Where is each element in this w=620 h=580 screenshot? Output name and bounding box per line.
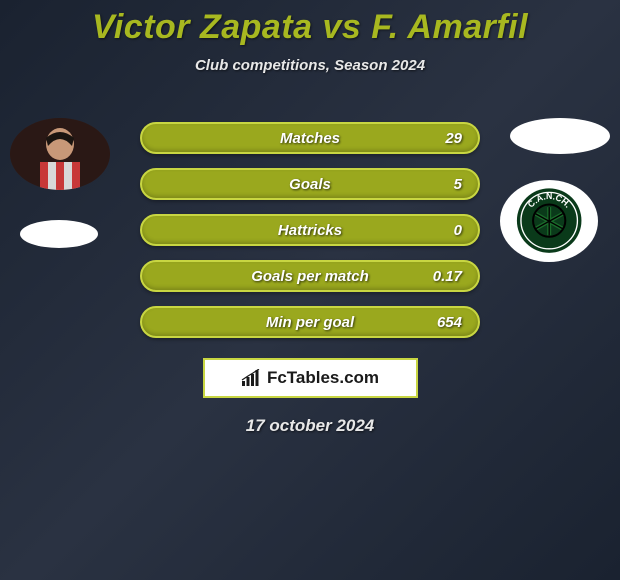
date-text: 17 october 2024: [0, 416, 620, 436]
stat-value: 0.17: [433, 268, 462, 285]
subtitle: Club competitions, Season 2024: [0, 57, 620, 74]
stat-row: Goals per match 0.17: [140, 260, 480, 292]
club-crest-icon: C.A.N.CH.: [509, 187, 589, 254]
stat-label: Goals: [289, 176, 331, 193]
page-title: Victor Zapata vs F. Amarfil: [0, 0, 620, 47]
brand-text: FcTables.com: [267, 368, 379, 388]
stat-label: Min per goal: [266, 314, 354, 331]
stat-row: Goals 5: [140, 168, 480, 200]
stat-value: 0: [454, 222, 462, 239]
club-badge: C.A.N.CH.: [500, 180, 598, 262]
player-left-container: [10, 118, 110, 248]
player-left-avatar: [10, 118, 110, 190]
player-right-container: [510, 118, 610, 154]
stat-label: Hattricks: [278, 222, 342, 239]
brand-box[interactable]: FcTables.com: [203, 358, 418, 398]
stat-value: 29: [445, 130, 462, 147]
stat-label: Goals per match: [251, 268, 369, 285]
player-photo-icon: [10, 118, 110, 190]
stat-label: Matches: [280, 130, 340, 147]
player-right-avatar: [510, 118, 610, 154]
stat-row: Matches 29: [140, 122, 480, 154]
player-left-badge: [20, 220, 98, 248]
stat-value: 654: [437, 314, 462, 331]
chart-icon: [241, 369, 261, 387]
stat-row: Min per goal 654: [140, 306, 480, 338]
stat-row: Hattricks 0: [140, 214, 480, 246]
stat-value: 5: [454, 176, 462, 193]
